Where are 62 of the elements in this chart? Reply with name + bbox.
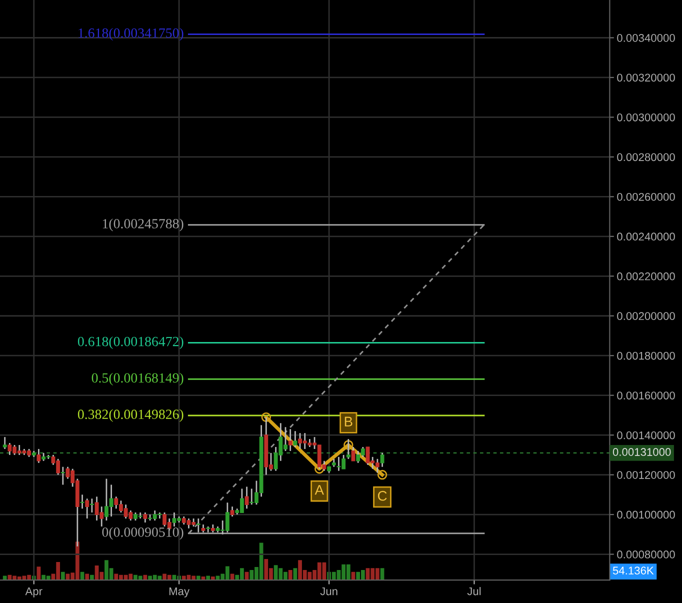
annotation: A	[314, 485, 324, 495]
series-label: 0.5(0.00168149)	[92, 372, 184, 386]
annotation: B	[344, 416, 352, 426]
candlestick	[90, 498, 94, 514]
y-tick-label: 0.00160000	[617, 392, 675, 400]
y-tick-label: 0.00220000	[617, 272, 675, 280]
bar	[288, 570, 292, 580]
candlestick	[85, 498, 90, 520]
point	[377, 470, 388, 480]
point	[314, 464, 324, 474]
bar	[210, 576, 215, 580]
annotation: C	[378, 490, 387, 501]
series-label: 1.618(0.00341750)	[78, 28, 184, 41]
y-tick-label: 0.00280000	[617, 153, 675, 162]
bar	[244, 572, 249, 580]
point	[344, 440, 354, 450]
y-tick-label: 0.00260000	[617, 192, 675, 201]
candlestick	[196, 518, 200, 534]
y-tick-label: 0.00200000	[617, 312, 675, 320]
bar	[60, 572, 65, 580]
bar	[90, 574, 94, 580]
bar	[293, 568, 298, 580]
candlestick	[230, 506, 234, 518]
y-tick-label: 0.00240000	[617, 232, 675, 241]
x-tick-label: Jul	[467, 587, 481, 596]
series-label: 1(0.00245788)	[102, 218, 184, 232]
series-label: 0.382(0.00149826)	[78, 409, 184, 422]
bar	[206, 576, 210, 580]
candlestick	[380, 452, 384, 468]
y-tick-label: 0.00320000	[617, 74, 675, 82]
bar	[85, 574, 90, 580]
candlestick	[143, 512, 148, 524]
text: 54.136K	[612, 566, 654, 575]
candlestick	[244, 486, 249, 510]
y-tick-label: 0.00100000	[617, 510, 675, 519]
candlestick	[346, 438, 350, 460]
bar	[351, 572, 356, 580]
x-tick-label: May	[169, 587, 190, 598]
y-tick-label: 0.00140000	[617, 431, 675, 440]
candlestick	[36, 448, 41, 464]
y-tick-label: 0.00300000	[617, 113, 675, 122]
y-tick-label: 0.00120000	[617, 471, 675, 479]
candlestick	[351, 446, 356, 462]
y-tick-label: 0.00080000	[617, 550, 675, 558]
y-tick-label: 0.00340000	[617, 34, 675, 42]
bar	[380, 568, 384, 580]
bar	[196, 576, 200, 580]
candlestick	[60, 466, 65, 486]
candlestick	[293, 430, 298, 448]
bar	[143, 574, 148, 580]
series-label: 0.618(0.00186472)	[78, 336, 184, 350]
candlestick	[288, 428, 292, 452]
y-tick-label: 0.00180000	[617, 352, 675, 360]
point	[261, 412, 272, 422]
candlestick	[2, 436, 7, 450]
x-tick-label: Jun	[320, 587, 338, 596]
ref-line-label: 0.00131000	[612, 448, 671, 456]
bar	[80, 572, 84, 580]
series-label: 0(0.00090510)	[102, 527, 184, 540]
bar	[2, 576, 7, 580]
bar	[36, 566, 41, 580]
x-tick-label: Apr	[25, 587, 42, 598]
